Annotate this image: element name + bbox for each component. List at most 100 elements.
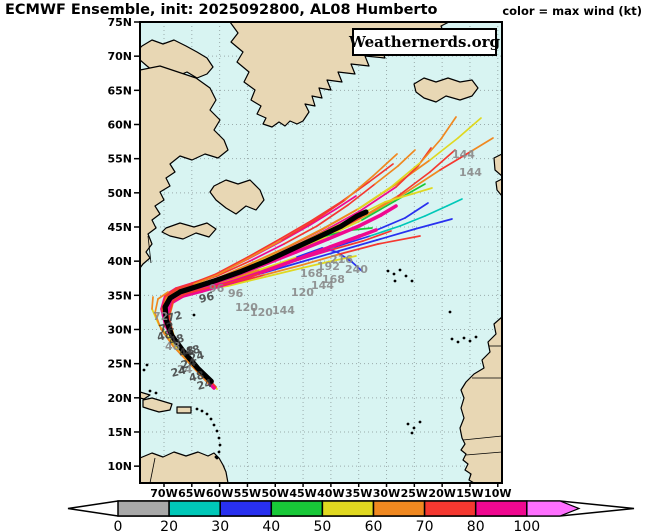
small-island	[398, 268, 402, 272]
track-segment	[288, 227, 325, 247]
lon-label: 20W	[428, 487, 455, 500]
track-segment	[172, 293, 186, 302]
forecast-hour-label: 72	[158, 320, 176, 336]
forecast-hour-label: 96	[228, 287, 244, 300]
country-border	[465, 451, 502, 456]
track-segment	[374, 165, 399, 185]
lon-label: 60W	[206, 487, 233, 500]
landmass	[459, 316, 502, 483]
colorbar-segment	[219, 500, 273, 517]
graticule	[140, 22, 502, 483]
track-segment	[248, 239, 283, 259]
track-segment	[326, 224, 361, 241]
track-segment	[202, 282, 231, 290]
lon-label: 10W	[484, 487, 511, 500]
ensemble-mean-track	[162, 209, 369, 385]
track-segment	[184, 288, 204, 295]
track-segment	[283, 225, 318, 245]
small-island	[418, 420, 422, 424]
track-segment	[313, 199, 346, 222]
lat-label: 35N	[107, 289, 132, 302]
lat-label: 65N	[107, 84, 132, 97]
small-island	[410, 279, 414, 283]
track-segment	[172, 345, 191, 365]
forecast-hour-label: 216	[330, 253, 353, 266]
lat-label: 20N	[107, 392, 132, 405]
track-segment	[369, 225, 401, 237]
lat-label: 25N	[107, 358, 132, 371]
small-island	[215, 429, 219, 433]
track-segment	[296, 247, 323, 258]
small-island	[462, 336, 466, 340]
forecast-hour-label: 48	[178, 344, 196, 360]
track-segment	[181, 289, 204, 298]
forecast-hour-label: 24	[170, 364, 188, 380]
axes: 75N 70N 65N 60N 55N 50N 45N 40N 35N 30N 25N 20N 15N 1…	[107, 16, 511, 500]
forecast-hour-label: 144	[452, 148, 475, 161]
small-island	[456, 340, 460, 344]
track-segment	[216, 260, 251, 277]
lon-label: 30W	[373, 487, 400, 500]
small-island	[148, 389, 152, 393]
track-segment	[397, 171, 431, 197]
lat-label: 70N	[107, 50, 132, 63]
track-segment	[359, 186, 397, 212]
forecast-hour-label: 192	[317, 260, 340, 273]
small-island	[209, 417, 213, 421]
track-segment	[160, 294, 166, 310]
forecast-hour-label: 24	[180, 356, 198, 372]
track-segment	[397, 149, 416, 167]
lon-label: 40W	[317, 487, 344, 500]
forecast-hour-label: 24	[177, 363, 193, 376]
track-segment	[216, 257, 250, 276]
lon-label: 15W	[456, 487, 483, 500]
forecast-hour-label: 48	[165, 340, 180, 353]
track-segment	[309, 208, 337, 226]
map-frame	[139, 21, 503, 484]
track-segment	[429, 149, 456, 173]
small-island	[406, 422, 410, 426]
track-segment	[160, 308, 166, 327]
lon-label: 25W	[401, 487, 428, 500]
track-segment	[331, 255, 357, 262]
country-border	[149, 457, 156, 483]
lat-label: 55N	[107, 153, 132, 166]
forecast-hour-label: 24	[188, 349, 206, 365]
track-segment	[376, 228, 416, 241]
track-segment	[263, 257, 300, 273]
track-segment	[223, 269, 261, 283]
small-island	[145, 363, 149, 367]
lat-label: 60N	[107, 118, 132, 131]
forecast-hour-label: 144	[272, 304, 295, 317]
forecast-hour-label: 120	[291, 286, 314, 299]
track-segment	[358, 228, 378, 238]
track-segment	[189, 363, 209, 384]
lon-label: 55W	[234, 487, 261, 500]
colorbar-tick-label: 0	[114, 519, 123, 532]
track-segment	[439, 151, 471, 171]
track-segment	[377, 235, 421, 245]
colorbar: 0 20 30 40 50 60 70 80 100	[67, 500, 635, 532]
colorbar-segment	[270, 500, 324, 517]
forecast-hour-label: 144	[459, 166, 482, 179]
track-segment	[446, 198, 463, 207]
track-segment	[301, 253, 341, 266]
landmass	[161, 222, 217, 240]
colorbar-segment	[372, 500, 426, 517]
track-segment	[335, 195, 357, 210]
landmass	[493, 153, 502, 177]
forecast-hour-label: 48	[188, 369, 206, 385]
track-segment	[457, 117, 482, 139]
forecast-hour-label: 48	[184, 343, 202, 359]
forecast-hour-label: 48	[168, 332, 186, 348]
forecast-hour-label: 48	[156, 328, 174, 344]
lon-label: 70W	[150, 487, 177, 500]
country-border	[462, 435, 502, 441]
track-segment	[300, 250, 340, 263]
small-island	[386, 269, 390, 273]
colorbar-tick-label: 70	[416, 519, 434, 532]
landmass	[176, 406, 192, 414]
